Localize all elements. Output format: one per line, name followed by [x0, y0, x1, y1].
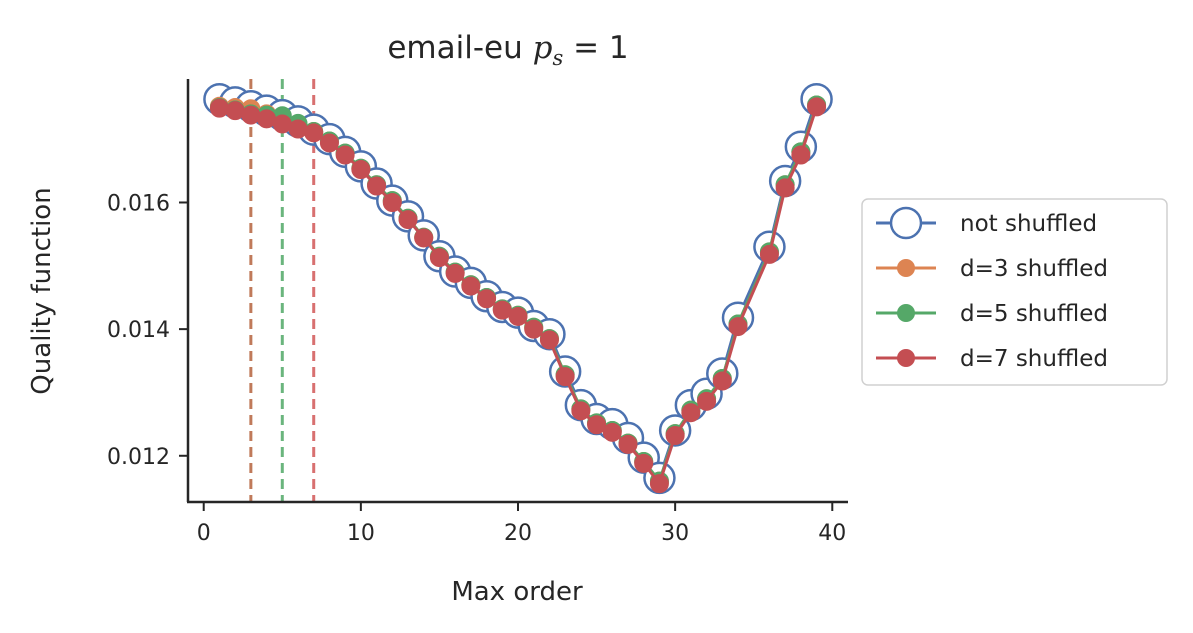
legend-marker	[897, 349, 915, 367]
y-ticks: 0.012 0.014 0.016	[107, 191, 188, 470]
data-point	[414, 228, 434, 248]
series-line	[219, 104, 818, 485]
reference-lines	[249, 79, 316, 502]
data-point	[602, 422, 622, 442]
data-point	[712, 371, 732, 391]
chart-title: email-eu ps = 1	[387, 30, 628, 70]
legend-label: d=3 shuffled	[960, 256, 1108, 282]
x-tick-label: 0	[197, 521, 211, 546]
data-point	[791, 145, 811, 165]
legend-entry: d=3 shuffled	[876, 256, 1108, 282]
data-point	[649, 474, 669, 494]
data-point	[634, 453, 654, 473]
data-point	[367, 176, 387, 196]
series-layer	[203, 83, 833, 495]
data-point	[555, 367, 575, 387]
series-line	[219, 106, 818, 487]
legend-entry: d=7 shuffled	[876, 346, 1108, 372]
data-point	[241, 105, 261, 125]
x-tick-label: 30	[661, 521, 689, 546]
data-point	[209, 98, 229, 118]
legend-entry: not shuffled	[876, 206, 1097, 240]
data-point	[508, 306, 528, 326]
y-tick-label: 0.016	[107, 191, 170, 216]
data-point	[587, 415, 607, 435]
series-line	[219, 97, 818, 482]
legend-label: not shuffled	[960, 211, 1097, 237]
x-tick-label: 40	[818, 521, 846, 546]
legend: not shuffled d=3 shuffled d=5 shuffled d=7 …	[861, 198, 1168, 386]
data-point	[759, 244, 779, 264]
x-axis-label: Max order	[451, 577, 583, 607]
data-point	[398, 210, 418, 230]
series-not-shuffled	[203, 83, 833, 495]
data-point	[681, 403, 701, 423]
data-point	[225, 101, 245, 121]
y-tick-label: 0.014	[107, 318, 170, 343]
series-d-3-shuffled	[209, 95, 827, 491]
data-point	[319, 133, 339, 153]
data-point	[335, 145, 355, 165]
data-point	[382, 192, 402, 212]
data-point	[807, 97, 827, 117]
data-point	[524, 319, 544, 339]
data-point	[697, 391, 717, 411]
data-point	[571, 401, 591, 421]
data-point	[304, 123, 324, 143]
legend-label: d=5 shuffled	[960, 301, 1108, 327]
data-point	[665, 426, 685, 446]
title-eq: = 1	[563, 30, 628, 66]
title-var: p	[533, 30, 553, 66]
x-tick-label: 10	[347, 521, 375, 546]
data-point	[445, 263, 465, 283]
data-point	[351, 160, 371, 180]
legend-marker	[897, 304, 915, 322]
legend-marker	[889, 206, 923, 240]
data-point	[477, 289, 497, 309]
title-sub: s	[552, 46, 563, 70]
data-point	[461, 276, 481, 296]
title-base: email-eu	[387, 30, 532, 66]
data-point	[539, 330, 559, 350]
x-tick-label: 20	[504, 521, 532, 546]
legend-label: d=7 shuffled	[960, 346, 1108, 372]
series-d-5-shuffled	[209, 95, 827, 491]
data-point	[288, 119, 308, 139]
data-point	[728, 317, 748, 337]
data-point	[775, 178, 795, 198]
y-tick-label: 0.012	[107, 445, 170, 470]
y-axis-label: Quality function	[27, 187, 57, 394]
data-point	[618, 434, 638, 454]
x-ticks: 0 10 20 30 40	[197, 502, 846, 546]
legend-marker	[897, 259, 915, 277]
series-line	[219, 104, 818, 485]
data-point	[429, 248, 449, 268]
legend-frame	[861, 198, 1168, 386]
legend-entry: d=5 shuffled	[876, 301, 1108, 327]
series-d-7-shuffled	[209, 97, 827, 494]
